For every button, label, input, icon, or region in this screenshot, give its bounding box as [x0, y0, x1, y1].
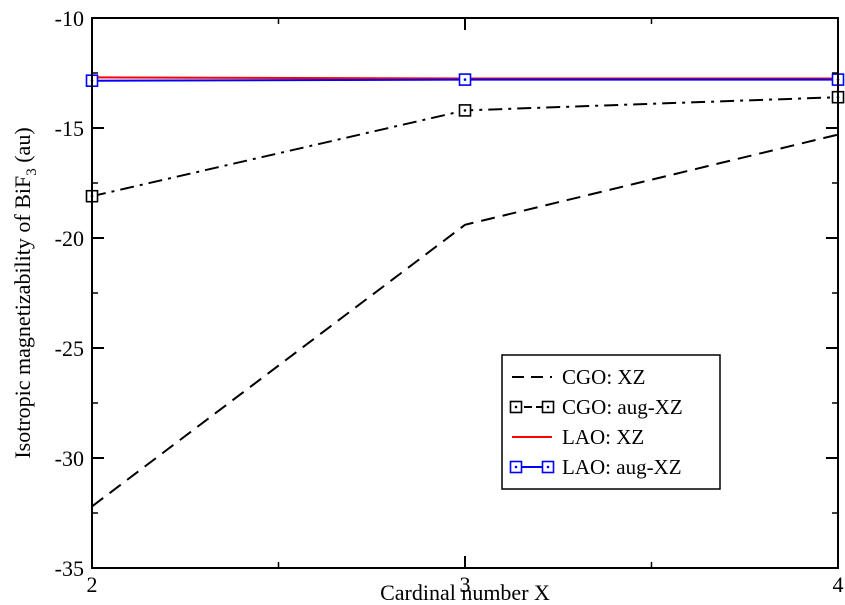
- y-axis-title: Isotropic magnetizability of BiF3 (au): [10, 127, 40, 458]
- y-tick-label: -25: [55, 336, 84, 361]
- y-axis-title-unit: (au): [10, 127, 35, 168]
- x-tick-label: 2: [87, 572, 98, 597]
- y-axis-title-main: Isotropic magnetizability of BiF: [10, 176, 35, 459]
- y-tick-label: -15: [55, 116, 84, 141]
- legend-item: LAO: aug-XZ: [509, 455, 682, 479]
- legend-item: LAO: XZ: [512, 425, 644, 449]
- y-tick-label: -30: [55, 446, 84, 471]
- x-axis-title: Cardinal number X: [380, 580, 550, 605]
- legend-marker-dot: [514, 405, 518, 409]
- axes: -35 -30 -25 -20 -15 -10 2 3 4: [55, 6, 844, 597]
- legend-item: CGO: XZ: [512, 365, 645, 389]
- x-tick-label: 3: [460, 572, 471, 597]
- legend: CGO: XZ CGO: aug-XZ LAO: XZ LAO: aug-XZ: [501, 354, 721, 490]
- legend-label: CGO: XZ: [562, 365, 645, 389]
- series-1: [85, 90, 845, 203]
- series-line: [91, 133, 839, 508]
- series-3: [85, 73, 845, 87]
- x-tick-label: 4: [833, 572, 844, 597]
- y-tick-label: -35: [55, 556, 84, 581]
- series-0: [91, 133, 839, 508]
- y-axis-title-subscript: 3: [24, 168, 40, 176]
- legend-marker-dot: [546, 465, 550, 469]
- data-point-marker-dot: [463, 109, 467, 112]
- plot-area: [85, 73, 845, 508]
- y-tick-label: -20: [55, 226, 84, 251]
- legend-label: LAO: XZ: [562, 425, 644, 449]
- legend-label: LAO: aug-XZ: [562, 455, 682, 479]
- y-tick-label: -10: [55, 6, 84, 31]
- legend-marker-dot: [546, 405, 550, 409]
- legend-item: CGO: aug-XZ: [509, 395, 683, 419]
- legend-label: CGO: aug-XZ: [562, 395, 683, 419]
- data-point-marker-dot: [463, 78, 467, 81]
- legend-marker-dot: [514, 465, 518, 469]
